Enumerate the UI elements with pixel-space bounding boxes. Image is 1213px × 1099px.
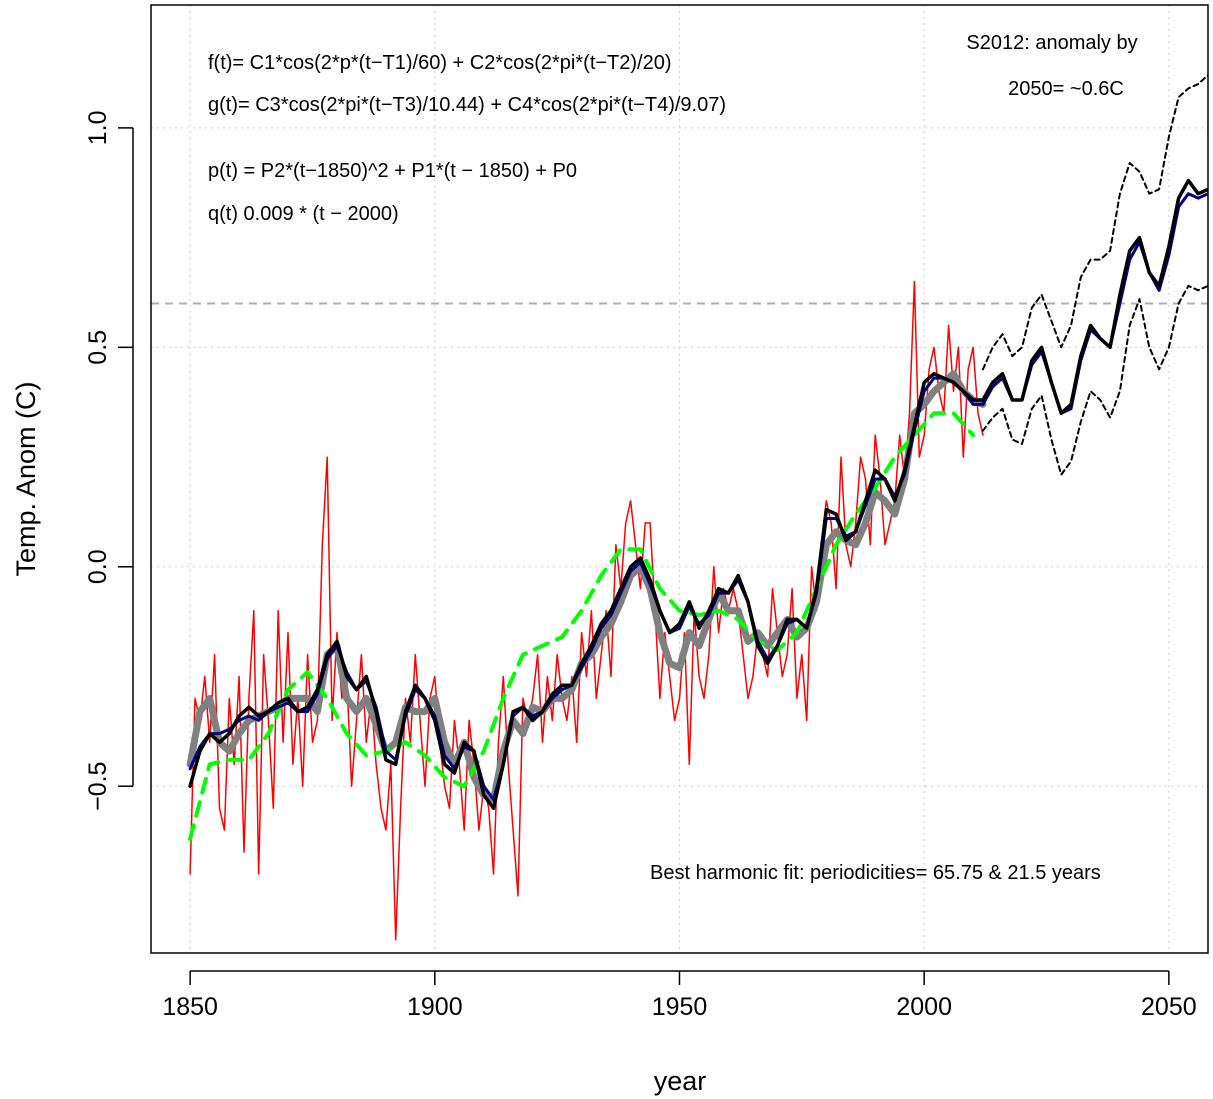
series-line bbox=[981, 284, 1208, 476]
annotation: 2050= ~0.6C bbox=[1008, 78, 1124, 100]
x-axis-title: year bbox=[654, 1066, 707, 1096]
y-tick-label: 1.0 bbox=[84, 111, 112, 146]
annotation: p(t) = P2*(t−1850)^2 + P1*(t − 1850) + P… bbox=[208, 160, 577, 182]
series-line bbox=[189, 280, 984, 941]
x-tick-label: 1850 bbox=[162, 993, 218, 1021]
annotation: q(t) 0.009 * (t − 2000) bbox=[208, 203, 399, 225]
y-axis-title: Temp. Anom (C) bbox=[11, 381, 41, 576]
series-line bbox=[981, 74, 1208, 371]
x-tick-label: 1950 bbox=[652, 993, 708, 1021]
series-line bbox=[186, 370, 987, 803]
y-tick-label: 0.5 bbox=[84, 330, 112, 365]
series-line bbox=[188, 411, 976, 841]
y-tick-label: 0.0 bbox=[84, 549, 112, 584]
x-tick-label: 2050 bbox=[1141, 993, 1197, 1021]
annotation: Best harmonic fit: periodicities= 65.75 … bbox=[650, 862, 1101, 884]
series-line bbox=[188, 178, 1208, 810]
plot-area: Best harmonic fit: periodicities= 65.75 … bbox=[151, 5, 1208, 953]
y-tick-label: −0.5 bbox=[84, 762, 112, 811]
x-tick-label: 2000 bbox=[896, 993, 952, 1021]
x-tick-label: 1900 bbox=[407, 993, 463, 1021]
annotation: g(t)= C3*cos(2*pi*(t−T3)/10.44) + C4*cos… bbox=[208, 94, 726, 116]
plot-frame bbox=[150, 4, 1209, 954]
annotation: f(t)= C1*cos(2*p*(t−T1)/60) + C2*cos(2*p… bbox=[208, 52, 672, 74]
annotation: S2012: anomaly by bbox=[966, 32, 1137, 54]
series-line bbox=[188, 192, 1208, 801]
